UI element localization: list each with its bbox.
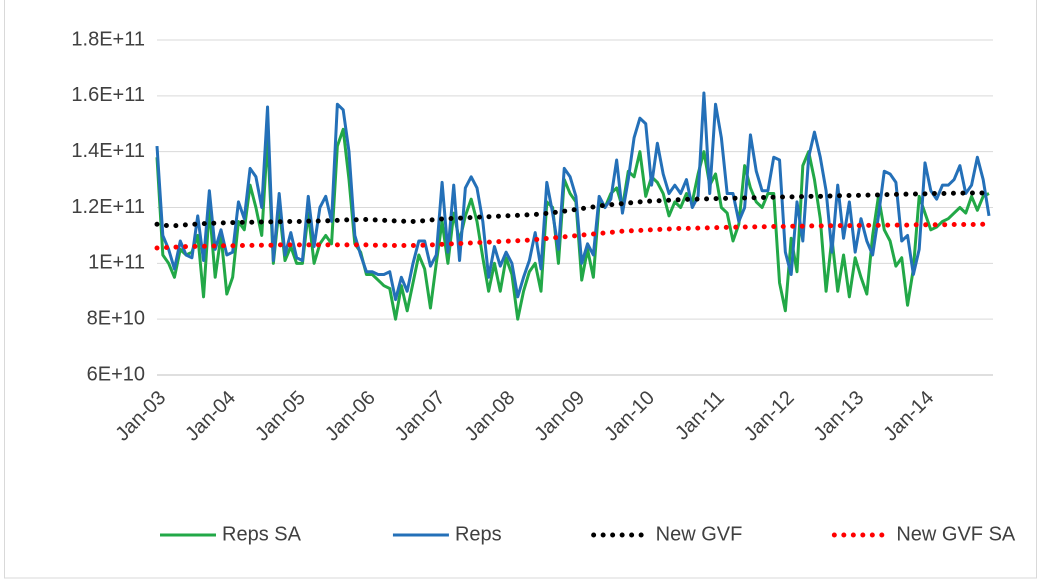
y-tick-label: 1.4E+11 — [71, 140, 145, 162]
series-line — [155, 127, 990, 321]
legend: Reps SA Reps New GVF New GVF SA — [160, 523, 1016, 545]
y-tick-label: 1.8E+11 — [71, 28, 145, 50]
series-line — [154, 221, 992, 251]
y-tick-label: 1.2E+11 — [71, 196, 145, 218]
series-line — [154, 190, 992, 229]
y-tick-label: 1.6E+11 — [71, 84, 145, 106]
y-tick-label: 1E+11 — [88, 252, 145, 274]
legend-label: New GVF SA — [896, 523, 1016, 545]
legend-label: Reps SA — [222, 523, 302, 545]
y-tick-label: 8E+10 — [87, 307, 145, 329]
legend-label: Reps — [455, 523, 502, 545]
legend-label: New GVF — [656, 523, 743, 545]
series-line — [155, 91, 991, 302]
y-tick-label: 6E+10 — [87, 363, 145, 385]
